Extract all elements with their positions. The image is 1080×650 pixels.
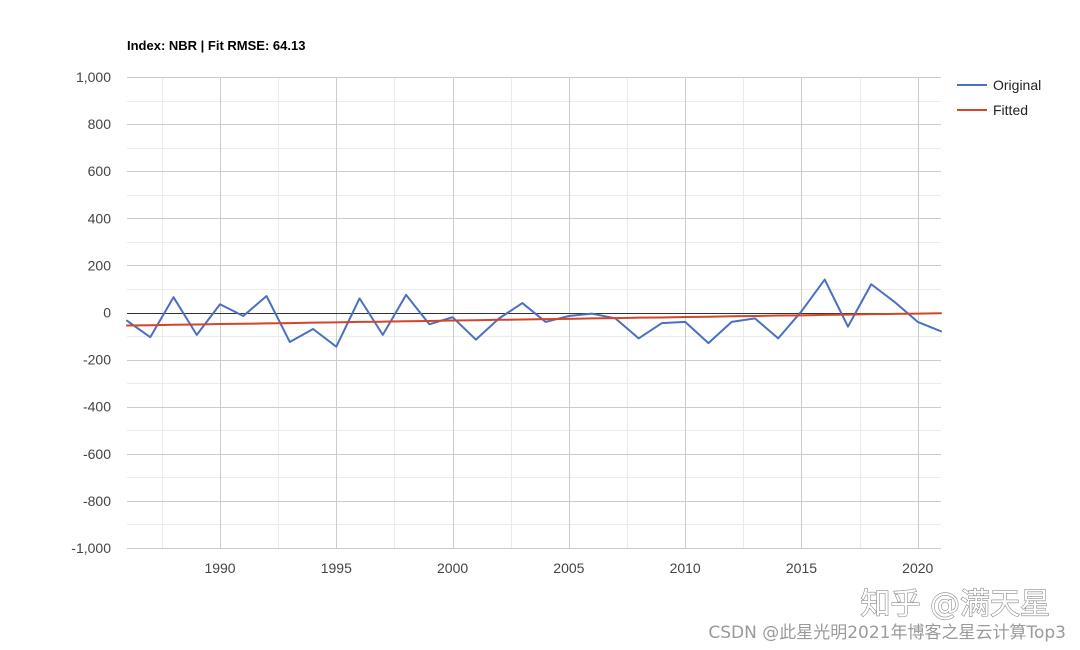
series-line-fitted xyxy=(126,312,942,327)
series-fitted xyxy=(126,312,942,327)
legend-item-original[interactable]: Original xyxy=(957,77,1041,93)
series-original xyxy=(126,278,942,348)
x-tick-label: 2000 xyxy=(437,560,468,576)
x-axis-tick-labels: 1990 1995 2000 2005 2010 2015 2020 xyxy=(204,560,933,576)
y-axis-tick-labels: 1,000 800 600 400 200 0 -200 -400 -600 -800 -1,000 xyxy=(71,69,111,556)
series-line-original xyxy=(126,278,942,348)
legend-label-original: Original xyxy=(993,77,1041,93)
legend: Original Fitted xyxy=(957,77,1041,118)
gridlines xyxy=(127,77,941,549)
y-tick-label: 0 xyxy=(103,305,111,321)
y-tick-label: -1,000 xyxy=(71,540,111,556)
y-tick-label: -200 xyxy=(83,352,111,368)
legend-item-fitted[interactable]: Fitted xyxy=(957,102,1028,118)
chart-title: Index: NBR | Fit RMSE: 64.13 xyxy=(127,38,305,53)
y-tick-label: 800 xyxy=(88,116,112,132)
y-tick-label: 400 xyxy=(88,210,112,226)
x-tick-label: 2015 xyxy=(786,560,817,576)
x-tick-label: 1995 xyxy=(321,560,352,576)
y-tick-label: 200 xyxy=(88,257,112,273)
x-tick-label: 2010 xyxy=(670,560,701,576)
series-group xyxy=(126,278,942,348)
y-tick-label: -600 xyxy=(83,446,111,462)
watermark-csdn: CSDN @此星光明2021年博客之星云计算Top3 xyxy=(708,623,1066,643)
x-tick-label: 2020 xyxy=(902,560,933,576)
y-tick-label: -800 xyxy=(83,493,111,509)
x-tick-label: 2005 xyxy=(553,560,584,576)
x-tick-label: 1990 xyxy=(204,560,235,576)
legend-label-fitted: Fitted xyxy=(993,102,1028,118)
y-tick-label: 1,000 xyxy=(76,69,111,85)
watermark-zhihu: 知乎 @满天星 xyxy=(860,587,1050,622)
y-tick-label: 600 xyxy=(88,163,112,179)
y-tick-label: -400 xyxy=(83,399,111,415)
